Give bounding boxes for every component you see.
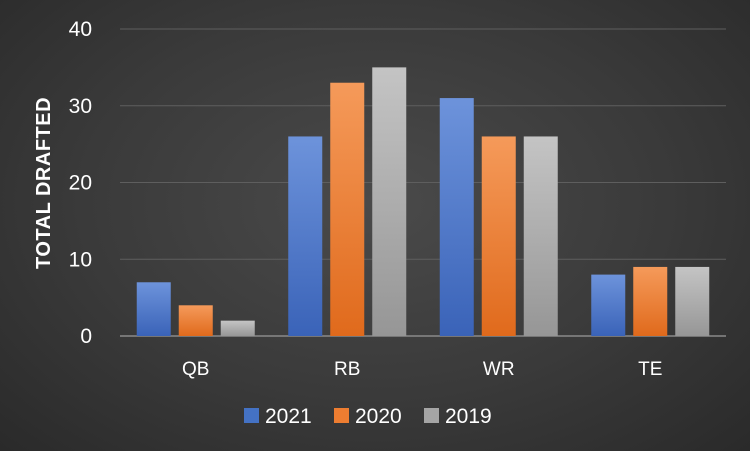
x-tick-label: QB [182, 359, 209, 380]
bar-2019-TE [675, 266, 710, 336]
bars [136, 67, 710, 336]
bar-2020-QB [178, 305, 213, 336]
x-tick-label: TE [638, 359, 662, 380]
bar-2019-QB [220, 320, 255, 336]
legend-label-2019: 2019 [445, 405, 492, 428]
legend-label-2020: 2020 [355, 405, 402, 428]
x-axis: QB RB WR TE [182, 359, 662, 380]
bar-2021-RB [288, 136, 323, 336]
bar-2021-TE [591, 274, 626, 336]
y-tick-label: 20 [69, 172, 92, 195]
bar-2019-RB [372, 67, 407, 336]
bar-2019-WR [523, 136, 558, 336]
y-axis-label: TOTAL DRAFTED [33, 97, 55, 269]
y-tick-label: 30 [69, 95, 92, 118]
bar-2021-QB [136, 282, 171, 336]
bar-2020-TE [633, 266, 668, 336]
bar-2020-WR [481, 136, 516, 336]
bar-2021-WR [439, 98, 474, 336]
legend-swatch-2019 [424, 408, 439, 423]
y-tick-label: 10 [69, 248, 92, 271]
bar-2020-RB [330, 82, 365, 336]
legend-swatch-2021 [244, 408, 259, 423]
y-axis-ticks: 0 10 20 30 40 [69, 18, 92, 348]
y-tick-label: 40 [69, 18, 92, 41]
legend-label-2021: 2021 [265, 405, 312, 428]
legend: 2021 2020 2019 [244, 405, 492, 428]
legend-swatch-2020 [334, 408, 349, 423]
x-tick-label: RB [334, 359, 360, 380]
y-tick-label: 0 [80, 325, 92, 348]
x-tick-label: WR [483, 359, 515, 380]
